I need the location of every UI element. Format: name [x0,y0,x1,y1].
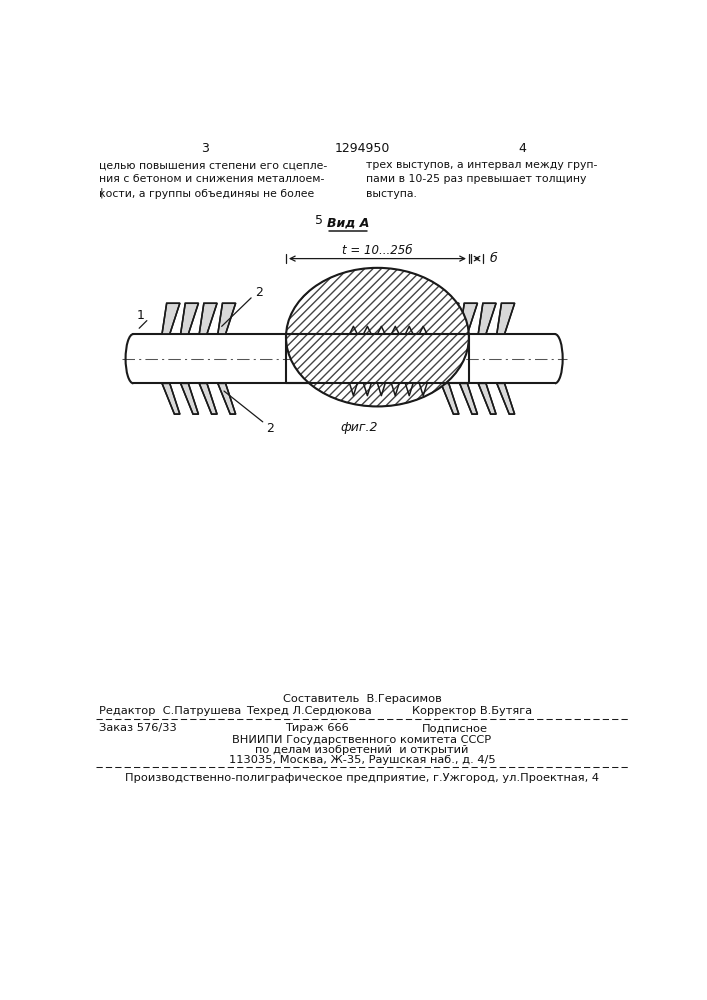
Text: |: | [99,188,103,198]
Text: 1: 1 [137,309,145,322]
Polygon shape [218,383,235,414]
Polygon shape [441,303,459,334]
Polygon shape [162,383,180,414]
Polygon shape [180,383,199,414]
Polygon shape [478,303,496,334]
Polygon shape [460,383,477,414]
Text: целью повышения степени его сцепле-
ния с бетоном и снижения металлоем-
кости, а: целью повышения степени его сцепле- ния … [99,160,327,199]
Text: по делам изобретений  и открытий: по делам изобретений и открытий [255,745,469,755]
Text: Заказ 576/33: Заказ 576/33 [99,723,177,733]
Text: 5: 5 [315,214,323,227]
Polygon shape [218,303,235,334]
Text: трех выступов, а интервал между груп-
пами в 10-25 раз превышает толщину
выступа: трех выступов, а интервал между груп- па… [366,160,597,199]
Text: Корректор В.Бутяга: Корректор В.Бутяга [412,706,532,716]
Polygon shape [180,303,199,334]
Text: t = 10...25б: t = 10...25б [342,244,413,257]
Polygon shape [497,303,515,334]
Text: Производственно-полиграфическое предприятие, г.Ужгород, ул.Проектная, 4: Производственно-полиграфическое предприя… [125,773,599,783]
Text: 2: 2 [267,422,274,435]
Polygon shape [199,303,217,334]
Text: ВНИИПИ Государственного комитета СССР: ВНИИПИ Государственного комитета СССР [233,735,491,745]
Text: 113035, Москва, Ж-35, Раушская наб., д. 4/5: 113035, Москва, Ж-35, Раушская наб., д. … [228,755,496,765]
Text: б: б [490,252,498,265]
Polygon shape [199,383,217,414]
Text: 1294950: 1294950 [334,142,390,155]
Polygon shape [460,303,477,334]
Text: Составитель  В.Герасимов: Составитель В.Герасимов [283,694,441,704]
Text: фиг.2: фиг.2 [341,422,378,434]
Text: Техред Л.Сердюкова: Техред Л.Сердюкова [246,706,372,716]
Polygon shape [162,303,180,334]
Polygon shape [497,383,515,414]
Text: 2: 2 [255,286,263,299]
Text: 3: 3 [201,142,209,155]
Text: Тираж 666: Тираж 666 [285,723,349,733]
Polygon shape [478,383,496,414]
Text: Редактор  С.Патрушева: Редактор С.Патрушева [99,706,242,716]
Text: 4: 4 [518,142,526,155]
Polygon shape [441,383,459,414]
Text: Подписное: Подписное [421,723,488,733]
Ellipse shape [286,268,469,406]
Text: Вид А: Вид А [327,216,369,229]
